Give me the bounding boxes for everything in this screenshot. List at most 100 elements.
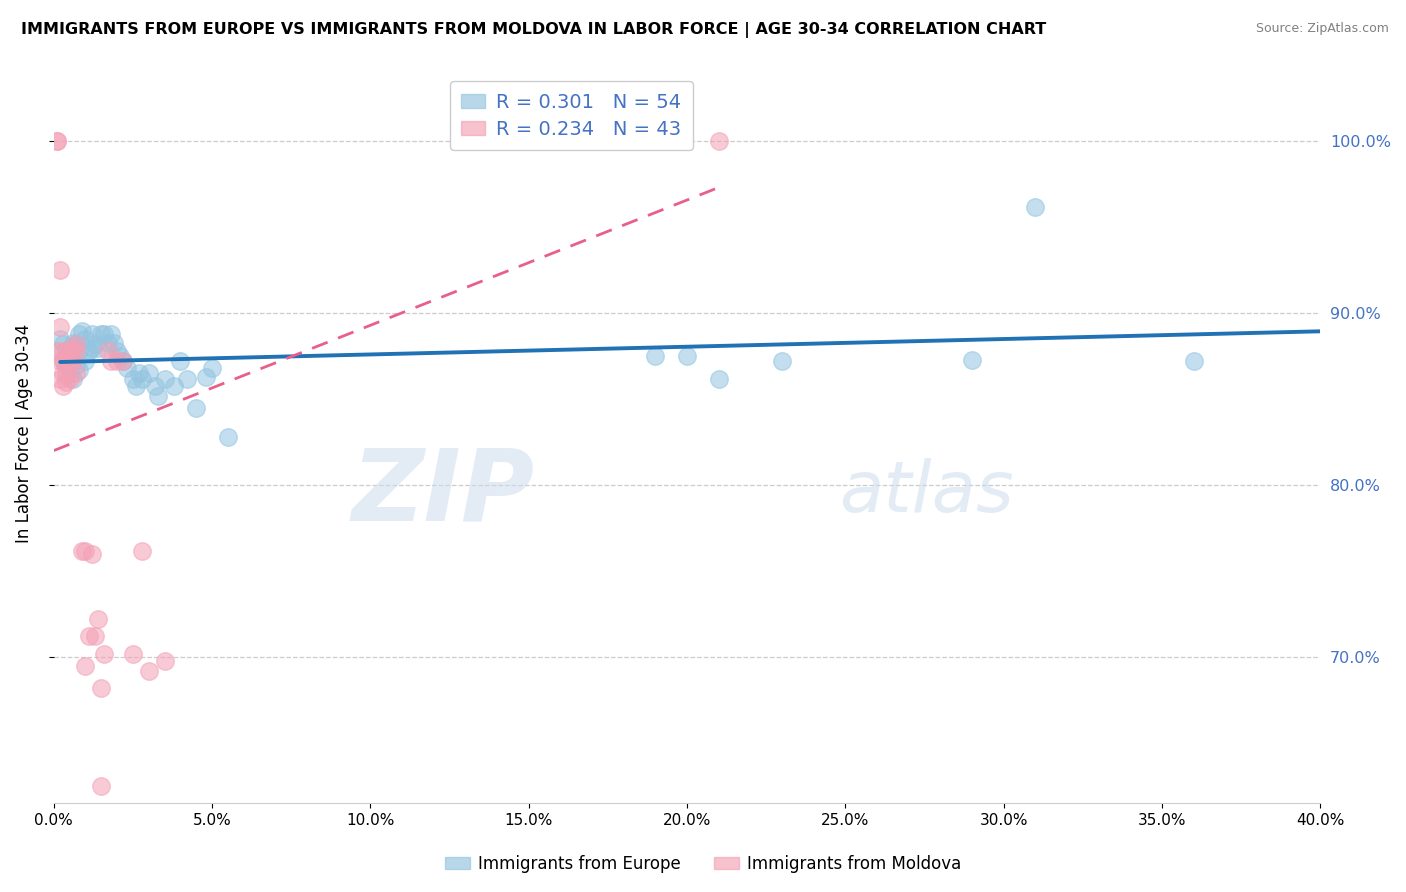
Point <box>131 543 153 558</box>
Point <box>676 349 699 363</box>
Legend: Immigrants from Europe, Immigrants from Moldova: Immigrants from Europe, Immigrants from … <box>437 848 969 880</box>
Point <box>55 344 77 359</box>
Point <box>97 335 120 350</box>
Point <box>65 344 87 359</box>
Point <box>59 354 82 368</box>
Point <box>105 354 128 368</box>
Point <box>115 361 138 376</box>
Point <box>143 378 166 392</box>
Point <box>52 367 75 381</box>
Point <box>90 681 112 695</box>
Point <box>97 344 120 359</box>
Point <box>49 320 72 334</box>
Point <box>163 378 186 392</box>
Point <box>138 367 160 381</box>
Point <box>93 326 115 341</box>
Point <box>52 352 75 367</box>
Point <box>87 612 110 626</box>
Point <box>52 354 75 368</box>
Point <box>55 344 77 359</box>
Point <box>65 358 87 372</box>
Point <box>49 354 72 368</box>
Point <box>72 543 94 558</box>
Point <box>52 337 75 351</box>
Point <box>75 354 97 368</box>
Point <box>52 378 75 392</box>
Point <box>65 367 87 381</box>
Point <box>105 344 128 359</box>
Point <box>93 647 115 661</box>
Point <box>122 371 145 385</box>
Point <box>84 337 107 351</box>
Point <box>62 335 84 350</box>
Point <box>62 371 84 385</box>
Point <box>80 326 103 341</box>
Point <box>55 375 77 389</box>
Point <box>186 401 208 415</box>
Point <box>960 352 983 367</box>
Point <box>67 326 90 341</box>
Legend: R = 0.301   N = 54, R = 0.234   N = 43: R = 0.301 N = 54, R = 0.234 N = 43 <box>450 81 693 150</box>
Y-axis label: In Labor Force | Age 30-34: In Labor Force | Age 30-34 <box>15 324 32 543</box>
Point <box>148 389 170 403</box>
Point <box>59 347 82 361</box>
Point <box>84 630 107 644</box>
Point <box>644 349 666 363</box>
Point <box>707 135 730 149</box>
Point <box>59 371 82 385</box>
Point <box>65 337 87 351</box>
Point <box>110 349 132 363</box>
Point <box>169 354 191 368</box>
Point <box>770 354 793 368</box>
Point <box>201 361 224 376</box>
Point <box>77 630 100 644</box>
Point <box>75 332 97 346</box>
Point <box>59 344 82 359</box>
Point <box>49 371 72 385</box>
Point <box>153 371 176 385</box>
Point <box>49 263 72 277</box>
Point <box>46 344 69 359</box>
Point <box>67 344 90 359</box>
Point <box>49 332 72 346</box>
Point <box>1182 354 1205 368</box>
Text: ZIP: ZIP <box>352 444 536 541</box>
Point <box>46 135 69 149</box>
Point <box>112 354 135 368</box>
Point <box>194 370 217 384</box>
Point <box>131 371 153 385</box>
Point <box>75 543 97 558</box>
Point <box>644 135 666 149</box>
Point <box>581 135 603 149</box>
Point <box>55 367 77 381</box>
Point <box>707 371 730 385</box>
Point <box>103 335 125 350</box>
Point <box>217 430 239 444</box>
Point <box>77 344 100 359</box>
Point <box>65 337 87 351</box>
Text: Source: ZipAtlas.com: Source: ZipAtlas.com <box>1256 22 1389 36</box>
Point <box>138 664 160 678</box>
Point <box>59 344 82 359</box>
Point <box>62 341 84 355</box>
Point <box>128 367 150 381</box>
Text: IMMIGRANTS FROM EUROPE VS IMMIGRANTS FROM MOLDOVA IN LABOR FORCE | AGE 30-34 COR: IMMIGRANTS FROM EUROPE VS IMMIGRANTS FRO… <box>21 22 1046 38</box>
Point <box>67 363 90 377</box>
Point <box>153 654 176 668</box>
Point <box>52 344 75 359</box>
Point <box>59 367 82 381</box>
Point <box>55 358 77 372</box>
Text: atlas: atlas <box>839 458 1014 527</box>
Point <box>176 371 198 385</box>
Point <box>100 326 122 341</box>
Point <box>80 341 103 355</box>
Point <box>75 658 97 673</box>
Point <box>90 326 112 341</box>
Point <box>100 354 122 368</box>
Point <box>46 135 69 149</box>
Point <box>90 779 112 793</box>
Point <box>62 354 84 368</box>
Point <box>125 378 148 392</box>
Point <box>112 354 135 368</box>
Point <box>1024 200 1046 214</box>
